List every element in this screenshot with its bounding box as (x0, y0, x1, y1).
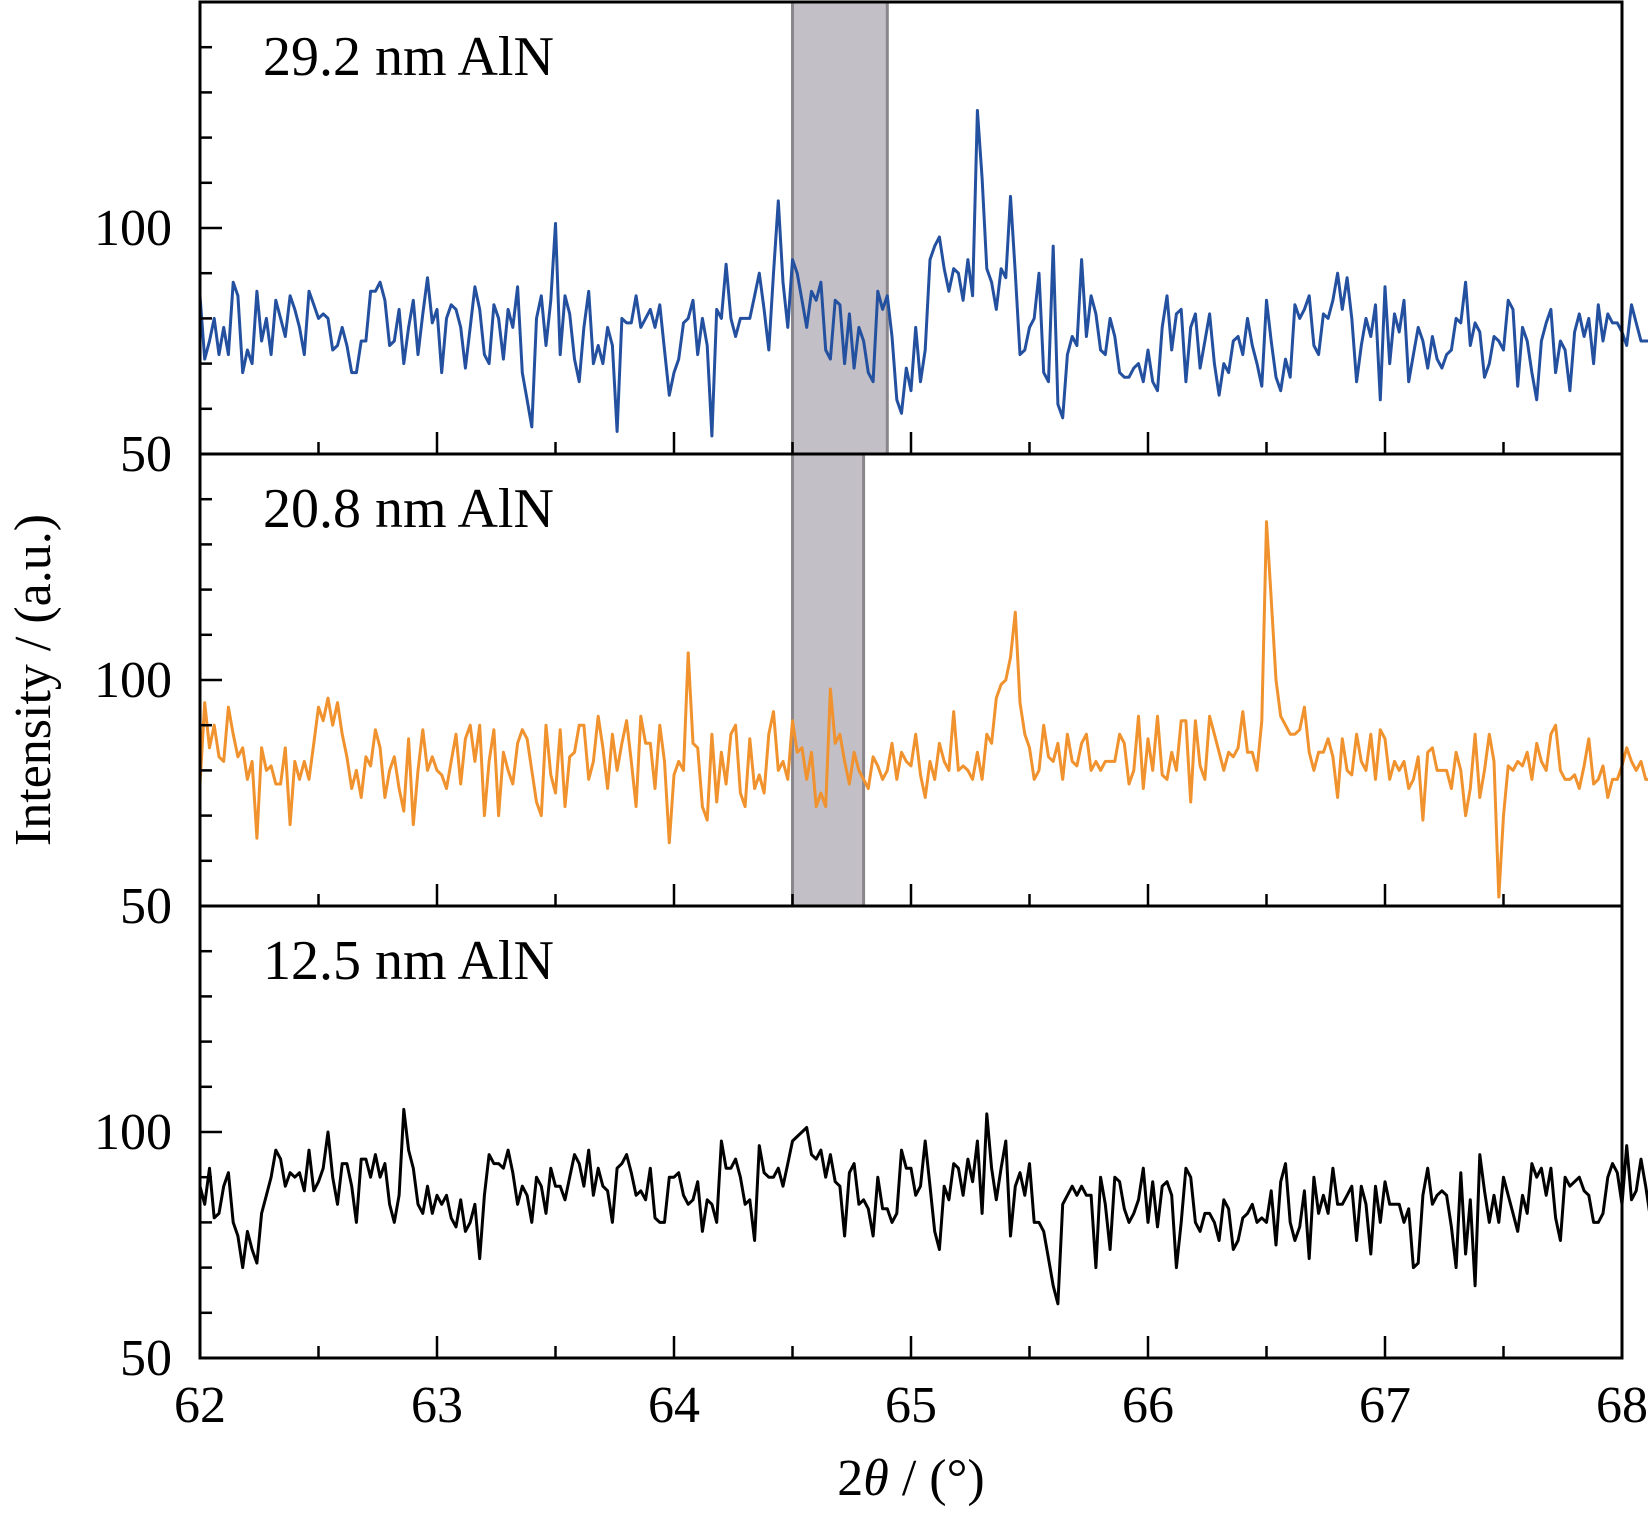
x-tick-label: 66 (1122, 1377, 1174, 1434)
y-tick-label: 100 (94, 200, 172, 257)
x-tick-label: 68 (1596, 1377, 1648, 1434)
y-tick-label: 50 (120, 1330, 172, 1387)
x-axis-title: 2θ / (°) (837, 1450, 984, 1507)
x-tick-label: 65 (885, 1377, 937, 1434)
panel-2: 50 100 20.8 nm AlN (94, 452, 1648, 935)
x-tick-label: 62 (174, 1377, 226, 1434)
y-axis-title: Intensity / (a.u.) (5, 514, 62, 846)
panel-label: 20.8 nm AlN (263, 478, 554, 540)
panel-1: 50 100 29.2 nm AlN (94, 0, 1648, 483)
series-line (198, 520, 1648, 899)
panel-3: 50 100 12.5 nm AlN (94, 904, 1648, 1387)
x-tick-label: 67 (1359, 1377, 1411, 1434)
panel-label: 29.2 nm AlN (263, 26, 554, 88)
series-line (198, 1107, 1648, 1306)
plot-area: 50 100 29.2 nm AlN 50 100 20.8 nm AlN 50 100 12.… (94, 0, 1648, 1434)
panel-label: 12.5 nm AlN (263, 930, 554, 992)
y-tick-label: 50 (120, 878, 172, 935)
highlight-band (791, 452, 866, 908)
x-tick-label: 63 (411, 1377, 463, 1434)
x-axis-title-symbol: θ (863, 1450, 889, 1507)
series-line (198, 109, 1648, 438)
x-tick-label: 64 (648, 1377, 700, 1434)
x-axis-title-prefix: 2 (837, 1450, 863, 1507)
y-tick-label: 50 (120, 426, 172, 483)
y-tick-label: 100 (94, 652, 172, 709)
x-axis-title-suffix: / (°) (889, 1450, 985, 1507)
y-tick-label: 100 (94, 1104, 172, 1161)
highlight-band (791, 0, 889, 456)
